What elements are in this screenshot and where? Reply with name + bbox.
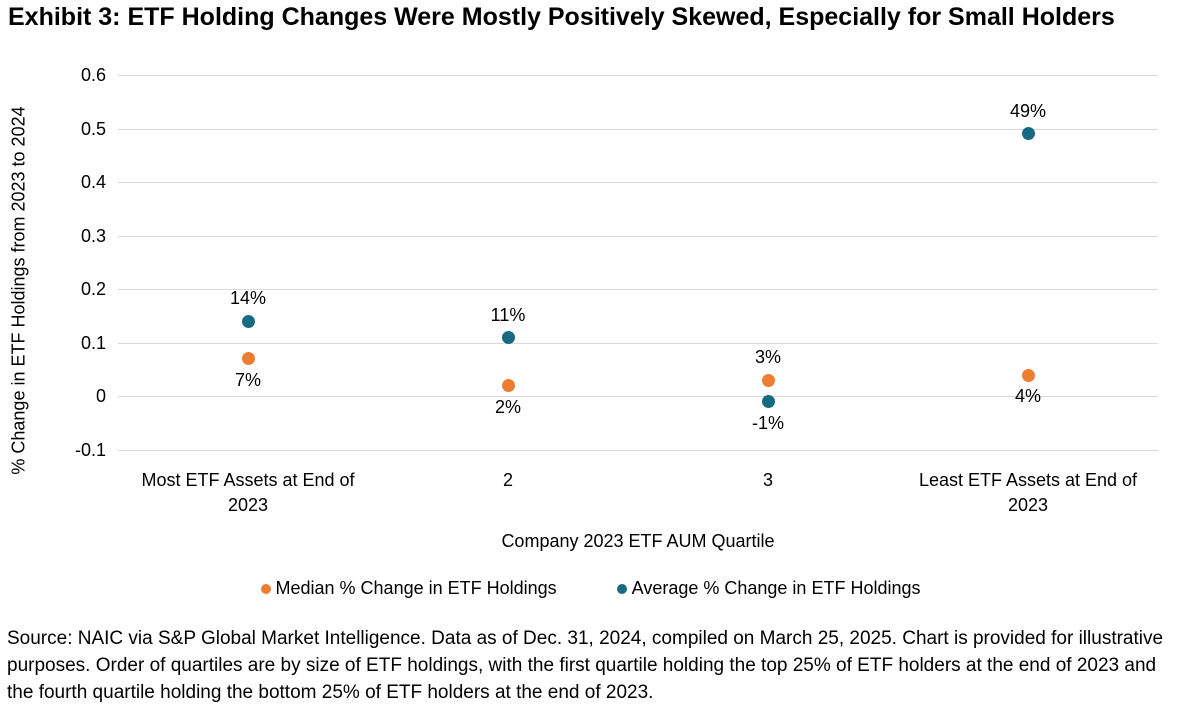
data-point-label: 49% [1009,100,1047,121]
y-tick-label: 0.4 [80,172,106,193]
plot-area: 7% 2% 3% 4% 14% 11% -1% 49% [118,75,1158,451]
legend-label: Average % Change in ETF Holdings [631,578,921,598]
y-axis-title: % Change in ETF Holdings from 2023 to 20… [2,70,36,510]
legend-item: Average % Change in ETF Holdings [616,578,921,599]
gridline [118,75,1158,76]
y-tick-label: 0.3 [80,225,106,246]
x-category-label: Least ETF Assets at End of 2023 [918,470,1138,515]
data-point-label: -1% [751,412,784,433]
legend-label: Median % Change in ETF Holdings [275,578,557,598]
legend: Median % Change in ETF Holdings Average %… [0,578,1181,599]
data-point [241,314,255,328]
y-tick-label: 0.2 [80,279,106,300]
data-point [761,373,775,387]
gridline [118,128,1158,130]
legend-marker-icon [260,583,271,594]
y-tick-label: 0.5 [80,118,106,139]
legend-marker-icon [616,583,627,594]
legend-item: Median % Change in ETF Holdings [260,578,557,599]
x-category-label: 3 [762,470,773,490]
chart-title: Exhibit 3: ETF Holding Changes Were Most… [8,3,1115,31]
data-point [241,352,255,366]
data-point [1021,127,1035,141]
gridline [118,182,1158,184]
gridline [118,396,1158,398]
gridline [118,450,1158,451]
y-tick-label: 0.6 [80,65,106,85]
data-point-label: 3% [754,347,781,368]
gridline [118,289,1158,291]
y-tick-label: -0.1 [74,440,106,460]
x-category-label: Most ETF Assets at End of 2023 [141,470,355,515]
y-tick-label: 0 [95,386,106,407]
data-point [501,331,515,344]
gridline [118,342,1158,344]
x-category-label: 2 [502,470,513,490]
data-point-label: 14% [229,288,267,309]
y-tick-label: 0.1 [80,332,106,353]
data-point-label: 7% [234,369,261,390]
x-axis-title: Company 2023 ETF AUM Quartile [501,531,775,551]
data-point [1021,368,1035,382]
data-point [501,379,515,393]
source-note: Source: NAIC via S&P Global Market Intel… [7,628,1164,703]
gridline [118,235,1158,237]
data-point-label: 4% [1014,386,1041,406]
y-axis-title-text: % Change in ETF Holdings from 2023 to 20… [8,105,29,475]
data-point-label: 2% [494,396,521,417]
data-point [761,395,775,409]
data-point-label: 11% [490,304,526,325]
